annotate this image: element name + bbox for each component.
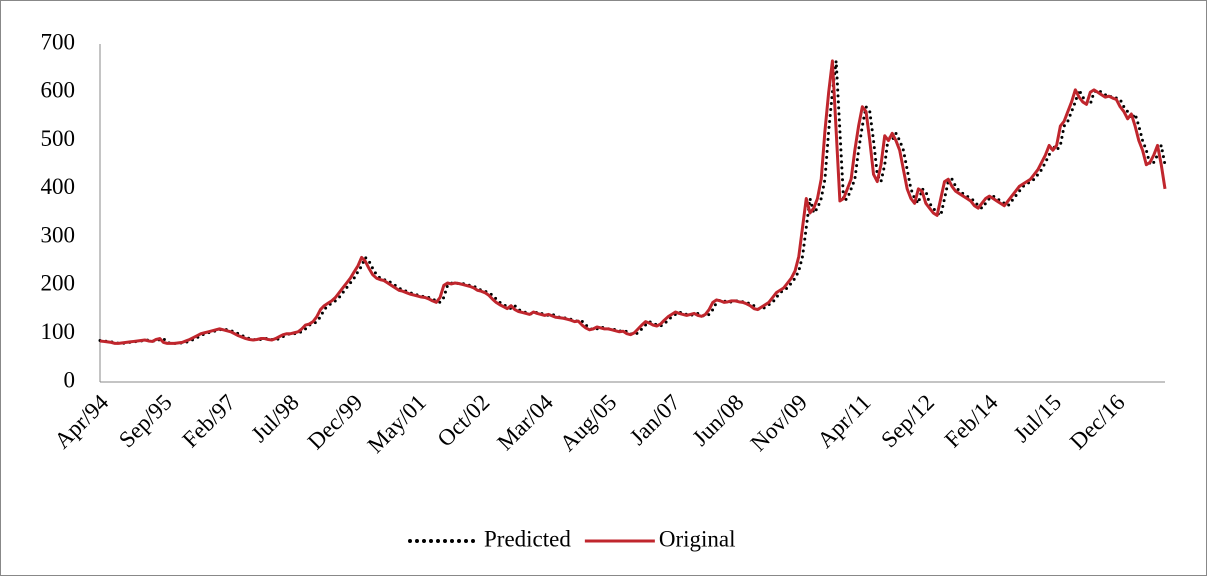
- y-tick-label: 600: [41, 78, 76, 103]
- y-tick-label: 500: [41, 126, 76, 151]
- legend-label: Predicted: [484, 526, 571, 551]
- legend-label: Original: [659, 526, 736, 551]
- y-tick-label: 400: [41, 174, 76, 199]
- series-line: [99, 59, 1167, 345]
- y-tick-label: 300: [41, 222, 76, 247]
- y-tick-label: 0: [64, 367, 76, 392]
- y-tick-label: 100: [41, 319, 76, 344]
- y-tick-label: 700: [41, 29, 76, 54]
- y-tick-label: 200: [41, 271, 76, 296]
